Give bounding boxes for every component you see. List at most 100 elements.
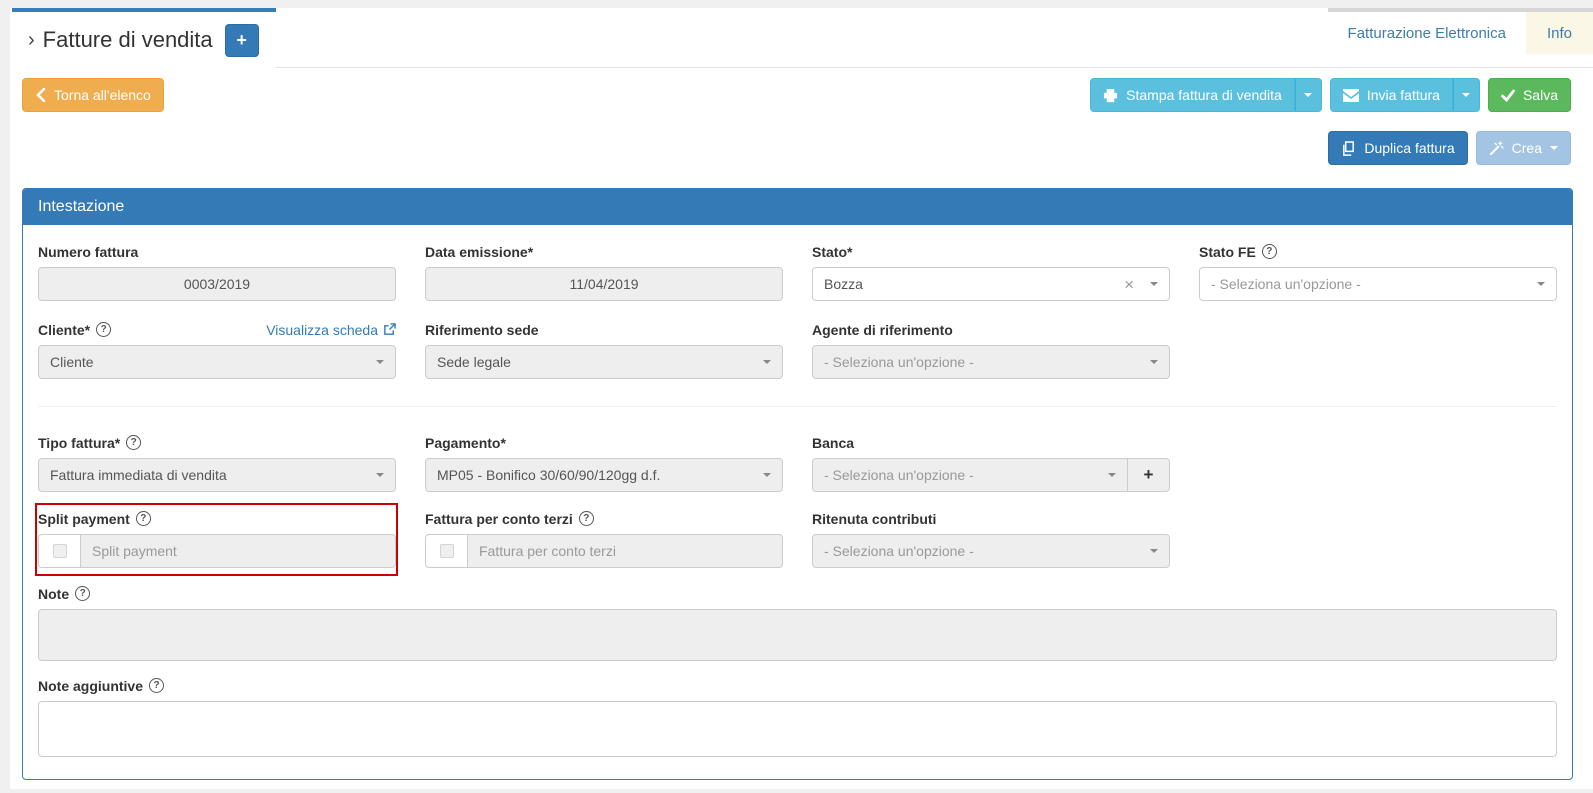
external-link-icon bbox=[384, 323, 396, 335]
field-label: Riferimento sede bbox=[425, 321, 539, 338]
help-icon[interactable]: ? bbox=[578, 511, 594, 526]
caret-down-icon bbox=[376, 473, 384, 477]
link-label: Visualizza scheda bbox=[266, 321, 378, 338]
field-banca: Banca - Seleziona un'opzione - + bbox=[812, 433, 1170, 492]
add-invoice-button[interactable]: + bbox=[224, 23, 259, 57]
send-button-group: Invia fattura bbox=[1329, 78, 1480, 112]
intestazione-panel: Intestazione Numero fattura 0003/2019 Da… bbox=[22, 188, 1573, 780]
back-to-list-button[interactable]: Torna all'elenco bbox=[22, 78, 164, 112]
tab-info[interactable]: Info bbox=[1525, 8, 1593, 54]
field-label: Banca bbox=[812, 434, 855, 451]
stato-select-value: Bozza bbox=[824, 276, 863, 292]
ritenuta-select: - Seleziona un'opzione - bbox=[812, 534, 1170, 568]
field-riferimento-sede: Riferimento sede Sede legale bbox=[425, 320, 783, 379]
cliente-select: Cliente bbox=[38, 345, 396, 379]
caret-down-icon bbox=[376, 360, 384, 364]
caret-down-icon bbox=[1462, 93, 1471, 97]
help-icon[interactable]: ? bbox=[126, 435, 142, 450]
plus-icon: + bbox=[1143, 465, 1154, 484]
help-icon[interactable]: ? bbox=[96, 322, 112, 337]
panel-title: Intestazione bbox=[23, 189, 1572, 225]
visualizza-scheda-link[interactable]: Visualizza scheda bbox=[266, 322, 396, 338]
caret-down-icon bbox=[1150, 282, 1158, 286]
chevron-left-icon bbox=[36, 88, 46, 102]
tab-bar: › Fatture di vendita + Fatturazione Elet… bbox=[10, 8, 1593, 68]
riferimento-sede-select: Sede legale bbox=[425, 345, 783, 379]
print-button-label: Stampa fattura di vendita bbox=[1126, 87, 1282, 103]
printer-icon bbox=[1104, 88, 1118, 102]
stato-select[interactable]: Bozza × bbox=[812, 267, 1170, 301]
field-note-aggiuntive: Note aggiuntive ? bbox=[38, 676, 1557, 757]
field-pagamento: Pagamento* MP05 - Bonifico 30/60/90/120g… bbox=[425, 433, 783, 492]
back-button-label: Torna all'elenco bbox=[54, 87, 151, 103]
envelope-icon bbox=[1342, 88, 1359, 102]
panel-body: Numero fattura 0003/2019 Data emissione*… bbox=[23, 225, 1572, 779]
field-label: Split payment bbox=[38, 510, 130, 527]
field-label: Pagamento* bbox=[425, 434, 506, 451]
print-button-group: Stampa fattura di vendita bbox=[1090, 78, 1322, 112]
toolbar-secondary: Duplica fattura Crea bbox=[10, 112, 1593, 165]
note-aggiuntive-textarea[interactable] bbox=[38, 701, 1557, 757]
send-invoice-button[interactable]: Invia fattura bbox=[1329, 78, 1453, 112]
send-button-label: Invia fattura bbox=[1366, 87, 1440, 103]
banca-select: - Seleziona un'opzione - bbox=[812, 458, 1128, 492]
field-ritenuta-contributi: Ritenuta contributi - Seleziona un'opzio… bbox=[812, 509, 1170, 568]
help-icon[interactable]: ? bbox=[149, 678, 165, 693]
print-dropdown-toggle[interactable] bbox=[1294, 78, 1322, 112]
help-icon[interactable]: ? bbox=[75, 586, 91, 601]
conto-terzi-checkbox[interactable] bbox=[439, 544, 454, 558]
field-label: Ritenuta contributi bbox=[812, 510, 937, 527]
stato-fe-placeholder: - Seleziona un'opzione - bbox=[1211, 276, 1361, 292]
field-label: Stato FE bbox=[1199, 243, 1256, 260]
field-label: Note aggiuntive bbox=[38, 677, 144, 694]
conto-terzi-checkbox-addon bbox=[425, 534, 467, 568]
copy-icon bbox=[1343, 140, 1355, 156]
pagamento-select: MP05 - Bonifico 30/60/90/120gg d.f. bbox=[425, 458, 783, 492]
field-label: Agente di riferimento bbox=[812, 321, 953, 338]
check-icon bbox=[1501, 89, 1515, 102]
split-payment-input: Split payment bbox=[80, 534, 396, 568]
duplicate-button-label: Duplica fattura bbox=[1364, 140, 1455, 156]
help-icon[interactable]: ? bbox=[1261, 244, 1277, 259]
field-fattura-conto-terzi: Fattura per conto terzi ? Fattura per co… bbox=[425, 509, 783, 568]
field-split-payment-highlighted: Split payment ? Split payment bbox=[35, 503, 398, 576]
save-button[interactable]: Salva bbox=[1487, 78, 1571, 112]
create-button[interactable]: Crea bbox=[1475, 131, 1571, 165]
caret-down-icon bbox=[1537, 282, 1545, 286]
field-numero-fattura: Numero fattura 0003/2019 bbox=[38, 242, 396, 301]
agente-placeholder: - Seleziona un'opzione - bbox=[824, 354, 974, 370]
field-label: Stato* bbox=[812, 243, 853, 260]
caret-down-icon bbox=[1150, 549, 1158, 553]
split-payment-checkbox[interactable] bbox=[52, 544, 67, 558]
duplicate-invoice-button[interactable]: Duplica fattura bbox=[1328, 131, 1468, 165]
magic-wand-icon bbox=[1489, 140, 1504, 155]
stato-fe-select[interactable]: - Seleziona un'opzione - bbox=[1199, 267, 1557, 301]
caret-down-icon bbox=[1108, 473, 1116, 477]
tipo-fattura-value: Fattura immediata di vendita bbox=[50, 467, 227, 483]
conto-terzi-input: Fattura per conto terzi bbox=[467, 534, 783, 568]
caret-down-icon bbox=[1550, 146, 1558, 150]
clear-x-icon[interactable]: × bbox=[1124, 274, 1134, 294]
send-dropdown-toggle[interactable] bbox=[1452, 78, 1480, 112]
numero-fattura-input: 0003/2019 bbox=[38, 267, 396, 301]
tab-fatture-di-vendita[interactable]: › Fatture di vendita + bbox=[12, 8, 276, 68]
tipo-fattura-select: Fattura immediata di vendita bbox=[38, 458, 396, 492]
field-label: Fattura per conto terzi bbox=[425, 510, 573, 527]
field-label: Cliente* bbox=[38, 321, 91, 338]
banca-placeholder: - Seleziona un'opzione - bbox=[824, 467, 974, 483]
print-invoice-button[interactable]: Stampa fattura di vendita bbox=[1090, 78, 1295, 112]
help-icon[interactable]: ? bbox=[135, 511, 151, 526]
toolbar-top: Torna all'elenco Stampa fattura di vendi… bbox=[10, 68, 1593, 112]
caret-down-icon bbox=[1304, 93, 1313, 97]
cliente-select-value: Cliente bbox=[50, 354, 94, 370]
field-tipo-fattura: Tipo fattura* ? Fattura immediata di ven… bbox=[38, 433, 396, 492]
agente-select: - Seleziona un'opzione - bbox=[812, 345, 1170, 379]
caret-down-icon bbox=[763, 360, 771, 364]
breadcrumb-chevron-icon: › bbox=[28, 28, 35, 51]
field-stato-fe: Stato FE ? - Seleziona un'opzione - bbox=[1199, 242, 1557, 301]
tab-fatturazione-elettronica[interactable]: Fatturazione Elettronica bbox=[1327, 8, 1526, 54]
plus-icon: + bbox=[236, 29, 247, 50]
add-banca-button[interactable]: + bbox=[1128, 458, 1170, 492]
main-content-sheet: › Fatture di vendita + Fatturazione Elet… bbox=[10, 8, 1593, 789]
caret-down-icon bbox=[1150, 360, 1158, 364]
